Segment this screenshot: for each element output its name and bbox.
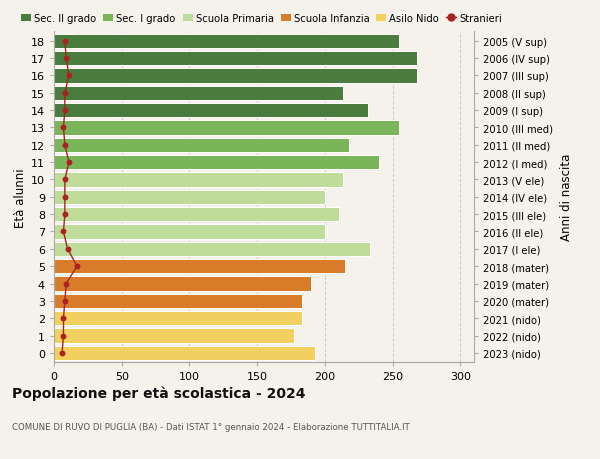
- Bar: [54, 52, 417, 66]
- Bar: [54, 259, 345, 274]
- Bar: [54, 34, 400, 49]
- Bar: [54, 69, 417, 84]
- Point: [61, 55, 71, 62]
- Point: [60, 176, 70, 184]
- Bar: [54, 190, 325, 204]
- Bar: [54, 346, 316, 360]
- Bar: [54, 86, 343, 101]
- Bar: [54, 121, 400, 135]
- Bar: [54, 329, 294, 343]
- Point: [61, 280, 71, 287]
- Point: [60, 142, 70, 149]
- Point: [63, 246, 73, 253]
- Point: [64, 73, 74, 80]
- Point: [59, 228, 68, 235]
- Text: COMUNE DI RUVO DI PUGLIA (BA) - Dati ISTAT 1° gennaio 2024 - Elaborazione TUTTIT: COMUNE DI RUVO DI PUGLIA (BA) - Dati IST…: [12, 422, 410, 431]
- Legend: Sec. II grado, Sec. I grado, Scuola Primaria, Scuola Infanzia, Asilo Nido, Stran: Sec. II grado, Sec. I grado, Scuola Prim…: [21, 14, 502, 24]
- Point: [60, 194, 70, 201]
- Bar: [54, 207, 338, 222]
- Point: [59, 124, 68, 132]
- Bar: [54, 156, 379, 170]
- Point: [64, 159, 74, 167]
- Y-axis label: Anni di nascita: Anni di nascita: [560, 154, 573, 241]
- Point: [60, 211, 70, 218]
- Point: [60, 297, 70, 305]
- Point: [59, 332, 68, 340]
- Text: Popolazione per età scolastica - 2024: Popolazione per età scolastica - 2024: [12, 386, 305, 400]
- Bar: [54, 173, 343, 187]
- Point: [60, 90, 70, 97]
- Bar: [54, 104, 368, 118]
- Bar: [54, 242, 370, 257]
- Point: [59, 315, 68, 322]
- Point: [60, 107, 70, 115]
- Bar: [54, 311, 302, 325]
- Point: [60, 38, 70, 45]
- Point: [58, 349, 67, 357]
- Bar: [54, 225, 325, 239]
- Bar: [54, 138, 349, 152]
- Bar: [54, 277, 311, 291]
- Bar: [54, 294, 302, 308]
- Y-axis label: Età alunni: Età alunni: [14, 168, 26, 227]
- Point: [72, 263, 82, 270]
